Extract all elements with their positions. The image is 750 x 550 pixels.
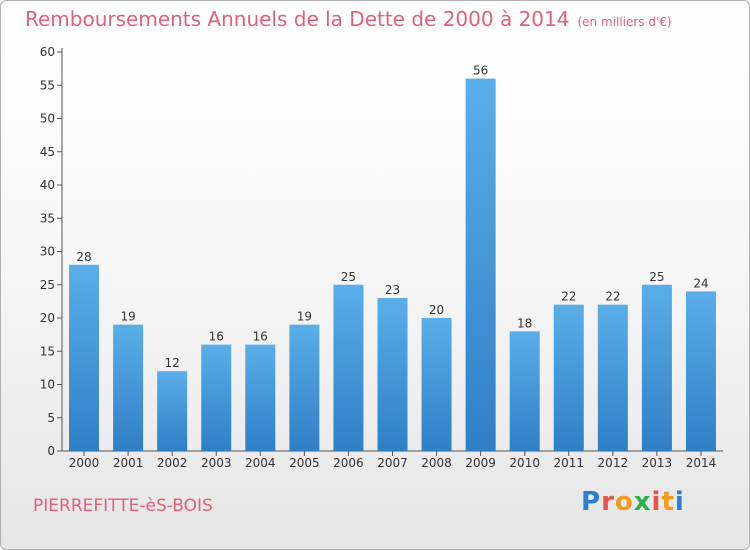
bar bbox=[245, 344, 276, 451]
x-tick-label: 2011 bbox=[553, 456, 584, 470]
proxiti-logo: Proxiti bbox=[581, 487, 685, 517]
bar-value-label: 28 bbox=[76, 250, 91, 264]
x-tick-label: 2004 bbox=[245, 456, 276, 470]
chart-unit: (en milliers d'€) bbox=[577, 15, 672, 29]
y-tick-label: 5 bbox=[47, 411, 55, 425]
chart-title-text: Remboursements Annuels de la Dette de 20… bbox=[25, 7, 570, 31]
logo-letter: t bbox=[661, 487, 675, 517]
y-tick-label: 30 bbox=[40, 245, 55, 259]
bar bbox=[685, 291, 716, 451]
bar bbox=[69, 264, 100, 451]
y-tick-label: 15 bbox=[40, 344, 55, 358]
logo-letter: o bbox=[614, 487, 634, 517]
bar bbox=[113, 324, 144, 451]
bar-value-label: 25 bbox=[341, 270, 356, 284]
y-tick-label: 35 bbox=[40, 211, 55, 225]
x-tick-label: 2001 bbox=[113, 456, 144, 470]
bar-value-label: 19 bbox=[297, 310, 312, 324]
x-tick-label: 2012 bbox=[598, 456, 629, 470]
logo-letter: P bbox=[581, 487, 602, 517]
y-tick-label: 55 bbox=[40, 78, 55, 92]
bar-value-label: 24 bbox=[693, 276, 708, 290]
bar bbox=[597, 304, 628, 451]
bar-value-label: 22 bbox=[561, 290, 576, 304]
logo-letter: x bbox=[633, 487, 652, 517]
y-tick-label: 60 bbox=[40, 45, 55, 59]
bar bbox=[465, 78, 496, 451]
y-tick-label: 50 bbox=[40, 112, 55, 126]
bar bbox=[509, 331, 540, 451]
x-tick-label: 2003 bbox=[201, 456, 232, 470]
bar-value-label: 56 bbox=[473, 64, 488, 78]
commune-name: PIERREFITTE-èS-BOIS bbox=[33, 496, 213, 516]
x-tick-label: 2002 bbox=[157, 456, 188, 470]
bar bbox=[553, 304, 584, 451]
y-tick-label: 45 bbox=[40, 145, 55, 159]
bar-value-label: 23 bbox=[385, 283, 400, 297]
x-tick-label: 2005 bbox=[289, 456, 320, 470]
bar bbox=[201, 344, 232, 451]
y-tick-label: 20 bbox=[40, 311, 55, 325]
bar-value-label: 19 bbox=[120, 310, 135, 324]
bar bbox=[641, 284, 672, 451]
bar-value-label: 16 bbox=[209, 330, 224, 344]
bar-value-label: 16 bbox=[253, 330, 268, 344]
y-tick-label: 40 bbox=[40, 178, 55, 192]
bar-value-label: 22 bbox=[605, 290, 620, 304]
y-tick-label: 10 bbox=[40, 378, 55, 392]
bar-value-label: 18 bbox=[517, 316, 532, 330]
x-tick-label: 2008 bbox=[421, 456, 452, 470]
x-tick-label: 2013 bbox=[642, 456, 673, 470]
x-tick-label: 2007 bbox=[377, 456, 408, 470]
bar bbox=[157, 371, 188, 451]
bar-value-label: 20 bbox=[429, 303, 444, 317]
logo-letter: i bbox=[674, 487, 685, 517]
bar bbox=[289, 324, 320, 451]
bar-value-label: 25 bbox=[649, 270, 664, 284]
logo-letter: r bbox=[601, 487, 615, 517]
bar-value-label: 12 bbox=[165, 356, 180, 370]
x-tick-label: 2006 bbox=[333, 456, 364, 470]
x-tick-label: 2010 bbox=[509, 456, 540, 470]
x-tick-label: 2014 bbox=[686, 456, 717, 470]
y-tick-label: 25 bbox=[40, 278, 55, 292]
bar bbox=[333, 284, 364, 451]
chart-title: Remboursements Annuels de la Dette de 20… bbox=[25, 7, 672, 31]
x-tick-label: 2000 bbox=[69, 456, 100, 470]
logo-letter: i bbox=[651, 487, 662, 517]
bar bbox=[421, 318, 452, 451]
x-tick-label: 2009 bbox=[465, 456, 496, 470]
y-tick-label: 0 bbox=[47, 444, 55, 458]
bar bbox=[377, 298, 408, 451]
